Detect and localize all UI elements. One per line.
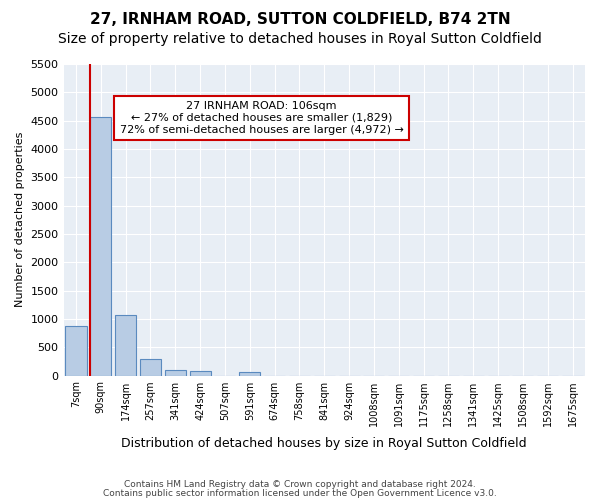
- X-axis label: Distribution of detached houses by size in Royal Sutton Coldfield: Distribution of detached houses by size …: [121, 437, 527, 450]
- Y-axis label: Number of detached properties: Number of detached properties: [15, 132, 25, 308]
- Bar: [115, 316, 136, 376]
- Bar: [239, 372, 260, 376]
- Text: Size of property relative to detached houses in Royal Sutton Coldfield: Size of property relative to detached ho…: [58, 32, 542, 46]
- Bar: [190, 371, 211, 376]
- Bar: [140, 359, 161, 376]
- Text: 27, IRNHAM ROAD, SUTTON COLDFIELD, B74 2TN: 27, IRNHAM ROAD, SUTTON COLDFIELD, B74 2…: [89, 12, 511, 28]
- Text: Contains HM Land Registry data © Crown copyright and database right 2024.: Contains HM Land Registry data © Crown c…: [124, 480, 476, 489]
- Bar: [65, 326, 86, 376]
- Text: Contains public sector information licensed under the Open Government Licence v3: Contains public sector information licen…: [103, 488, 497, 498]
- Bar: [165, 370, 186, 376]
- Text: 27 IRNHAM ROAD: 106sqm
← 27% of detached houses are smaller (1,829)
72% of semi-: 27 IRNHAM ROAD: 106sqm ← 27% of detached…: [120, 102, 404, 134]
- Bar: [90, 116, 112, 376]
